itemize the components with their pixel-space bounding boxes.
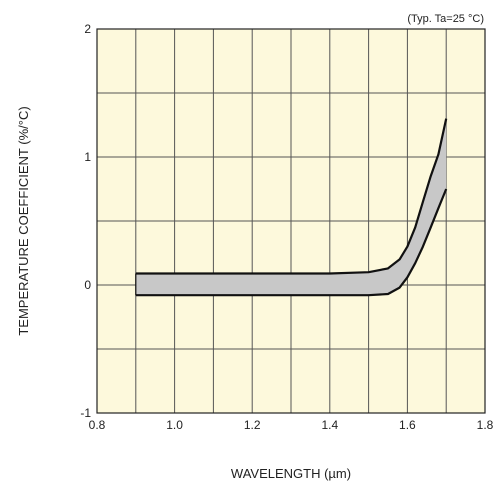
x-tick-label: 1.6: [399, 418, 416, 432]
x-tick-label: 1.4: [321, 418, 338, 432]
x-tick-label: 1.0: [166, 418, 183, 432]
y-axis-title: TEMPERATURE COEFFICIENT (%/°C): [16, 106, 31, 335]
x-tick-label: 1.8: [477, 418, 494, 432]
series-lines: [135, 118, 448, 297]
y-tick-label: 2: [84, 22, 91, 36]
x-tick-labels: 0.8 1.0 1.2 1.4 1.6 1.8: [89, 418, 494, 432]
y-tick-label: -1: [80, 406, 91, 420]
y-tick-label: 0: [84, 278, 91, 292]
upper-bound-line: [135, 118, 448, 275]
y-tick-label: 1: [84, 150, 91, 164]
x-tick-label: 1.2: [244, 418, 261, 432]
condition-annotation: (Typ. Ta=25 °C): [407, 13, 484, 25]
lower-bound-line: [135, 188, 448, 297]
temperature-coefficient-band: [135, 118, 447, 296]
x-axis-title: WAVELENGTH (µm): [231, 466, 351, 481]
x-tick-label: 0.8: [89, 418, 106, 432]
y-tick-labels: -1 0 1 2: [80, 22, 91, 420]
plot-frame: [96, 28, 486, 414]
